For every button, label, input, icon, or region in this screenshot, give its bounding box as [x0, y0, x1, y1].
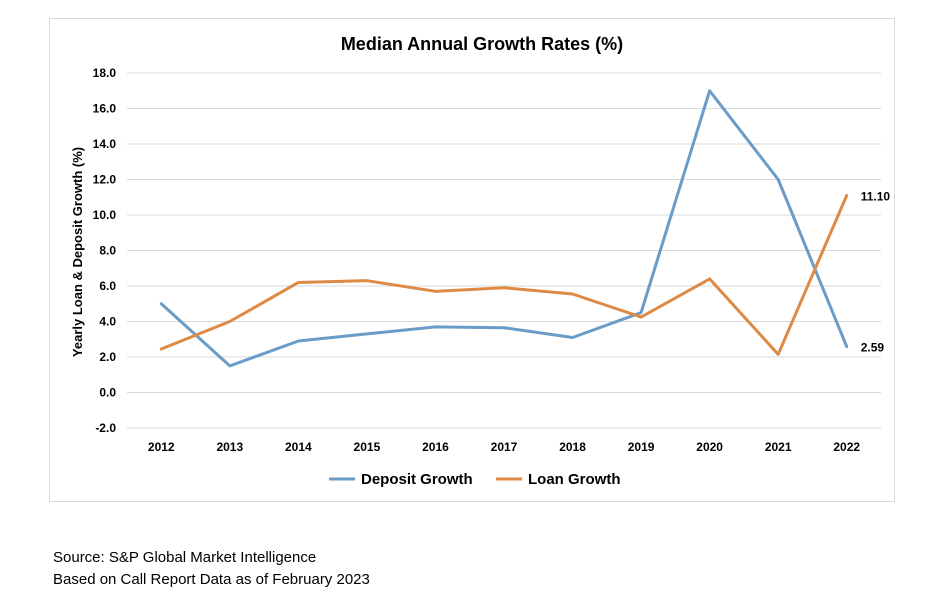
x-tick-label: 2020 — [696, 440, 723, 454]
y-tick-label: 10.0 — [93, 208, 117, 222]
x-tick-label: 2021 — [765, 440, 792, 454]
gridlines — [127, 72, 881, 429]
data-labels: 2.59 11.10 — [861, 189, 891, 354]
x-tick-label: 2018 — [559, 440, 586, 454]
legend: Deposit Growth Loan Growth — [329, 471, 621, 488]
data-date-note: Based on Call Report Data as of February… — [53, 571, 370, 588]
series-lines — [159, 89, 849, 368]
y-tick-label: 6.0 — [99, 279, 116, 293]
data-label: 2.59 — [861, 341, 885, 355]
y-tick-label: 16.0 — [93, 102, 117, 116]
x-tick-label: 2013 — [216, 440, 243, 454]
x-axis-ticks: 2012 2013 2014 2015 2016 2017 2018 2019 2020 2021… — [148, 440, 860, 454]
y-tick-label: 18.0 — [93, 66, 117, 80]
y-tick-label: 8.0 — [99, 244, 116, 258]
y-axis-ticks: -2.0 0.0 2.0 4.0 6.0 8.0 10.0 12.0 14.0 16.0 18.0 — [93, 66, 117, 435]
data-label: 11.10 — [861, 189, 891, 203]
source-note: Source: S&P Global Market Intelligence — [53, 549, 317, 566]
series-line-deposit-growth — [159, 89, 849, 368]
chart-area — [49, 18, 895, 502]
legend-label: Loan Growth — [528, 471, 621, 488]
x-tick-label: 2015 — [354, 440, 381, 454]
series-line-loan-growth — [159, 193, 849, 356]
x-tick-label: 2022 — [833, 440, 860, 454]
y-tick-label: 0.0 — [99, 386, 116, 400]
legend-label: Deposit Growth — [361, 471, 473, 488]
x-tick-label: 2016 — [422, 440, 449, 454]
y-tick-label: 2.0 — [99, 350, 116, 364]
x-tick-label: 2017 — [491, 440, 518, 454]
y-tick-label: -2.0 — [95, 421, 116, 435]
y-tick-label: 14.0 — [93, 137, 117, 151]
y-tick-label: 12.0 — [93, 173, 117, 187]
x-tick-label: 2012 — [148, 440, 175, 454]
x-tick-label: 2014 — [285, 440, 312, 454]
chart-title: Median Annual Growth Rates (%) — [341, 34, 623, 54]
y-axis-title: Yearly Loan & Deposit Growth (%) — [70, 147, 85, 357]
x-tick-label: 2019 — [628, 440, 655, 454]
y-tick-label: 4.0 — [99, 315, 116, 329]
